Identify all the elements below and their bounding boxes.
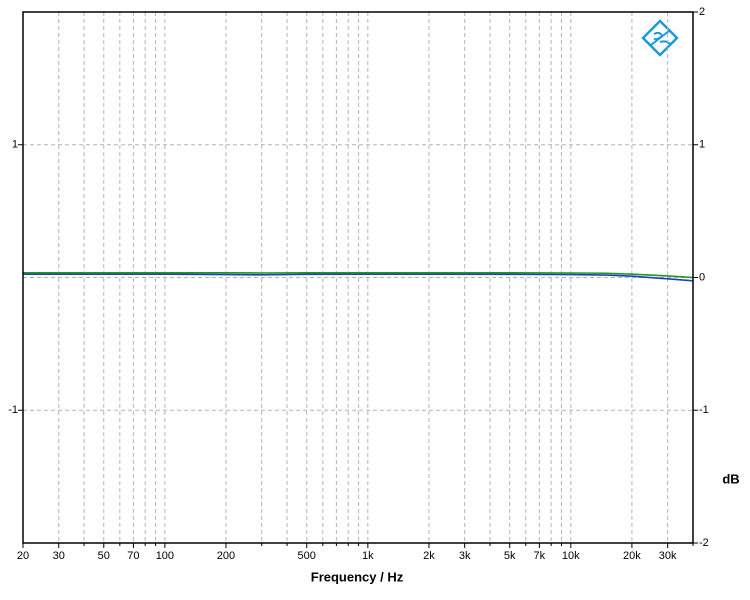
x-tick-label: 3k	[459, 550, 471, 562]
x-tick-label: 30	[53, 550, 65, 562]
x-tick-label: 2k	[423, 550, 435, 562]
x-tick-label: 1k	[362, 550, 374, 562]
x-tick-label: 20	[17, 550, 29, 562]
x-tick-label: 7k	[534, 550, 546, 562]
y-tick-label: -1	[8, 404, 18, 416]
x-tick-label: 30k	[659, 550, 677, 562]
x-tick-label: 500	[298, 550, 316, 562]
x-tick-label: 50	[98, 550, 110, 562]
y2-tick-label: -1	[699, 404, 709, 416]
x-tick-label: 10k	[562, 550, 580, 562]
plot-frame	[22, 11, 694, 544]
y-tick-label: 1	[12, 139, 18, 151]
x-tick-label: 20k	[623, 550, 641, 562]
x-tick-label: 200	[217, 550, 235, 562]
y2-tick-label: 2	[699, 6, 705, 18]
y-axis-title: dB	[722, 471, 739, 486]
x-axis-title: Frequency / Hz	[311, 569, 404, 584]
x-tick-label: 70	[127, 550, 139, 562]
y2-tick-label: 0	[699, 271, 705, 283]
y2-tick-label: 1	[699, 139, 705, 151]
logo	[641, 19, 679, 57]
x-tick-label: 100	[156, 550, 174, 562]
series-line	[23, 273, 694, 282]
x-tick-label: 5k	[504, 550, 516, 562]
y2-tick-label: -2	[699, 537, 709, 549]
series-line	[23, 272, 694, 279]
